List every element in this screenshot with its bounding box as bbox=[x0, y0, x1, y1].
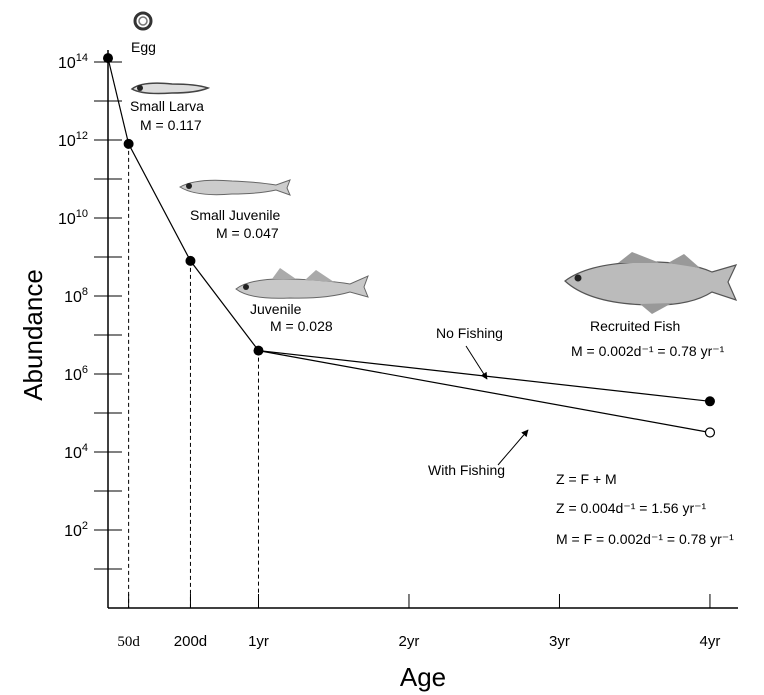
x-axis-label: Age bbox=[400, 662, 446, 692]
y-tick-label: 1014 bbox=[58, 52, 88, 72]
stage-small-larva-label: Small Larva bbox=[130, 98, 204, 114]
stage-small-larva-m: M = 0.117 bbox=[140, 117, 202, 133]
data-point bbox=[253, 346, 263, 356]
small-juvenile-icon bbox=[180, 180, 290, 195]
data-point bbox=[124, 139, 134, 149]
no-fishing-label: No Fishing bbox=[436, 325, 503, 341]
with-fishing-arrow bbox=[498, 430, 528, 465]
z-value: Z = 0.004d⁻¹ = 1.56 yr⁻¹ bbox=[556, 500, 707, 516]
y-tick-label: 104 bbox=[64, 442, 88, 462]
series-line-with-fishing bbox=[258, 351, 709, 433]
data-point bbox=[103, 53, 113, 63]
y-tick-label: 102 bbox=[64, 520, 88, 540]
stage-small-juvenile-label: Small Juvenile bbox=[190, 207, 280, 223]
x-tick-label: 200d bbox=[174, 633, 207, 650]
z-equation: Z = F + M bbox=[556, 471, 617, 487]
stage-egg-label: Egg bbox=[131, 39, 156, 55]
series-lines bbox=[108, 58, 710, 432]
stage-small-juvenile-m: M = 0.047 bbox=[216, 225, 279, 241]
stage-juvenile-m: M = 0.028 bbox=[270, 318, 333, 334]
recruited-fish-icon bbox=[565, 252, 736, 314]
y-tick-label: 1012 bbox=[58, 130, 88, 150]
mf-value: M = F = 0.002d⁻¹ = 0.78 yr⁻¹ bbox=[556, 531, 734, 547]
y-axis-label: Abundance bbox=[18, 269, 48, 401]
x-tick-label: 50d bbox=[117, 634, 140, 650]
x-tick-label: 3yr bbox=[549, 633, 570, 650]
data-point-open bbox=[705, 428, 714, 437]
data-point bbox=[705, 396, 715, 406]
x-ticks: 50d 200d 1yr 2yr 3yr 4yr bbox=[117, 594, 720, 650]
stage-recruited-label: Recruited Fish bbox=[590, 318, 680, 334]
small-larva-icon bbox=[132, 83, 208, 93]
y-ticks: 1014 1012 1010 108 106 104 102 bbox=[58, 52, 122, 569]
with-fishing-label: With Fishing bbox=[428, 462, 505, 478]
y-tick-label: 108 bbox=[64, 286, 88, 306]
x-tick-label: 1yr bbox=[248, 633, 269, 650]
stage-recruited-m: M = 0.002d⁻¹ = 0.78 yr⁻¹ bbox=[571, 343, 725, 359]
data-point bbox=[185, 256, 195, 266]
juvenile-icon bbox=[236, 268, 368, 298]
y-tick-label: 106 bbox=[64, 364, 88, 384]
stage-juvenile-label: Juvenile bbox=[250, 301, 302, 317]
x-tick-label: 2yr bbox=[399, 633, 420, 650]
x-tick-label: 4yr bbox=[700, 633, 721, 650]
egg-icon bbox=[135, 13, 151, 29]
y-tick-label: 1010 bbox=[58, 208, 88, 228]
